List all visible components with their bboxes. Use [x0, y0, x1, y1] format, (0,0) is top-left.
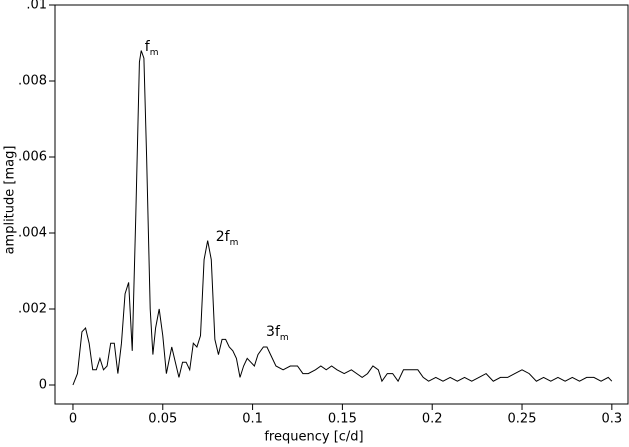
annotation-subscript: m [230, 237, 239, 247]
x-tick-label: 0.15 [328, 412, 357, 427]
x-tick-label: 0.05 [148, 412, 177, 427]
annotation-text: f [145, 39, 151, 55]
annotation-text: 3f [266, 324, 281, 340]
y-tick-label: 0 [39, 378, 47, 393]
spectrum-line [72, 50, 613, 386]
x-axis-label: frequency [c/d] [264, 430, 363, 445]
x-tick-label: 0.1 [242, 412, 263, 427]
annotation-text: 2f [216, 229, 231, 245]
annotation: 3fm [266, 324, 289, 343]
y-tick-label: .008 [18, 74, 47, 89]
annotation-subscript: m [280, 332, 289, 342]
y-tick-label: .01 [26, 0, 47, 13]
x-tick-label: 0.2 [422, 412, 443, 427]
plot-frame [54, 4, 629, 405]
y-tick-label: .004 [18, 226, 47, 241]
x-tick-label: 0.3 [601, 412, 622, 427]
annotation: fm [145, 39, 159, 58]
x-tick-label: 0.25 [508, 412, 537, 427]
x-tick-label: 0 [69, 412, 77, 427]
annotation: 2fm [216, 229, 239, 248]
y-tick-label: .006 [18, 150, 47, 165]
annotation-subscript: m [150, 47, 159, 57]
y-tick-label: .002 [18, 302, 47, 317]
y-axis-label: amplitude [mag] [3, 146, 18, 255]
